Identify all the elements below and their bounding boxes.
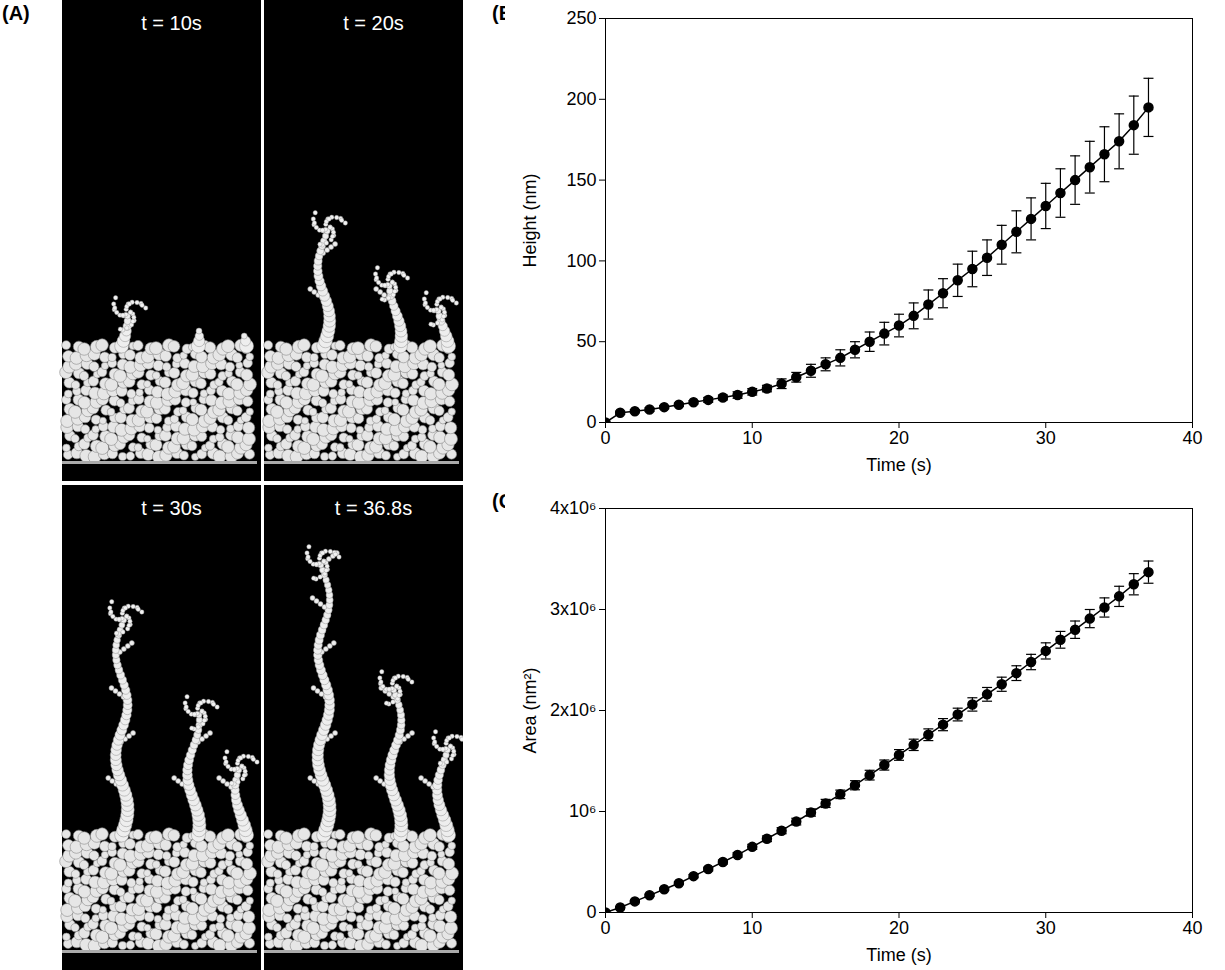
svg-text:200: 200 xyxy=(566,89,596,109)
svg-text:2x10⁶: 2x10⁶ xyxy=(550,700,596,720)
svg-text:0: 0 xyxy=(600,428,610,448)
html-text:(A): (A) xyxy=(2,2,30,24)
svg-text:Height (nm): Height (nm) xyxy=(520,173,540,267)
html-text:(C): (C) xyxy=(492,490,520,512)
svg-text:t = 36.8s: t = 36.8s xyxy=(335,497,412,519)
svg-text:10⁶: 10⁶ xyxy=(569,801,596,821)
svg-text:Time (s): Time (s) xyxy=(866,455,931,475)
svg-text:20: 20 xyxy=(889,428,909,448)
svg-text:3x10⁶: 3x10⁶ xyxy=(550,599,596,619)
svg-text:Time (s): Time (s) xyxy=(866,945,931,965)
svg-text:t = 20s: t = 20s xyxy=(343,12,404,34)
svg-text:t = 10s: t = 10s xyxy=(141,12,202,34)
svg-text:50: 50 xyxy=(576,331,596,351)
svg-text:0: 0 xyxy=(600,918,610,938)
svg-text:40: 40 xyxy=(1182,428,1202,448)
svg-text:0: 0 xyxy=(586,902,596,922)
svg-text:4x10⁶: 4x10⁶ xyxy=(550,498,596,518)
svg-text:0: 0 xyxy=(586,412,596,432)
svg-text:30: 30 xyxy=(1036,918,1056,938)
html-text:(B): (B) xyxy=(492,2,520,24)
svg-text:250: 250 xyxy=(566,8,596,28)
svg-text:20: 20 xyxy=(889,918,909,938)
svg-text:10: 10 xyxy=(742,918,762,938)
svg-text:Area (nm²): Area (nm²) xyxy=(520,667,540,753)
svg-text:t = 30s: t = 30s xyxy=(141,497,202,519)
svg-text:100: 100 xyxy=(566,251,596,271)
svg-text:30: 30 xyxy=(1036,428,1056,448)
svg-text:10: 10 xyxy=(742,428,762,448)
svg-text:150: 150 xyxy=(566,170,596,190)
svg-text:40: 40 xyxy=(1182,918,1202,938)
